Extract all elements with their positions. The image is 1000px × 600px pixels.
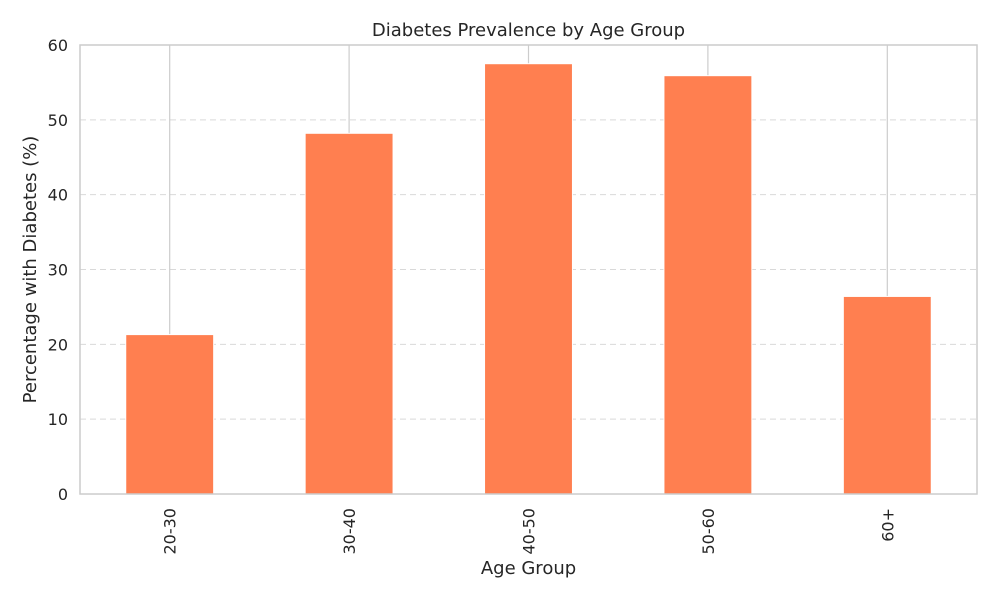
bar-60+ bbox=[842, 295, 932, 495]
y-tick-label: 50 bbox=[48, 111, 68, 130]
x-tick-label: 30-40 bbox=[340, 508, 359, 555]
plot-frame bbox=[79, 44, 978, 495]
y-tick-label: 30 bbox=[48, 261, 68, 280]
y-tick-label: 10 bbox=[48, 410, 68, 429]
y-axis-label: Percentage with Diabetes (%) bbox=[20, 136, 41, 404]
chart-title: Diabetes Prevalence by Age Group bbox=[372, 20, 685, 41]
bar-50-60 bbox=[663, 75, 753, 495]
x-tick-label: 20-30 bbox=[161, 508, 180, 555]
bar-40-50 bbox=[484, 63, 573, 495]
y-tick-label: 20 bbox=[48, 335, 68, 354]
x-axis-label: Age Group bbox=[481, 558, 576, 579]
x-tick-label: 40-50 bbox=[520, 508, 539, 555]
ticks-layer: 0 10 20 30 40 50 60 20-30 30-40 40-50 50-60 60+ bbox=[48, 36, 898, 555]
y-tick-label: 60 bbox=[48, 36, 68, 55]
bar-30-40 bbox=[304, 132, 394, 495]
x-tick-label: 50-60 bbox=[699, 508, 718, 555]
bar-20-30 bbox=[125, 334, 215, 495]
y-tick-label: 0 bbox=[58, 485, 68, 504]
y-tick-label: 40 bbox=[48, 186, 68, 205]
x-tick-label: 60+ bbox=[878, 508, 897, 542]
bars-layer bbox=[125, 63, 932, 495]
